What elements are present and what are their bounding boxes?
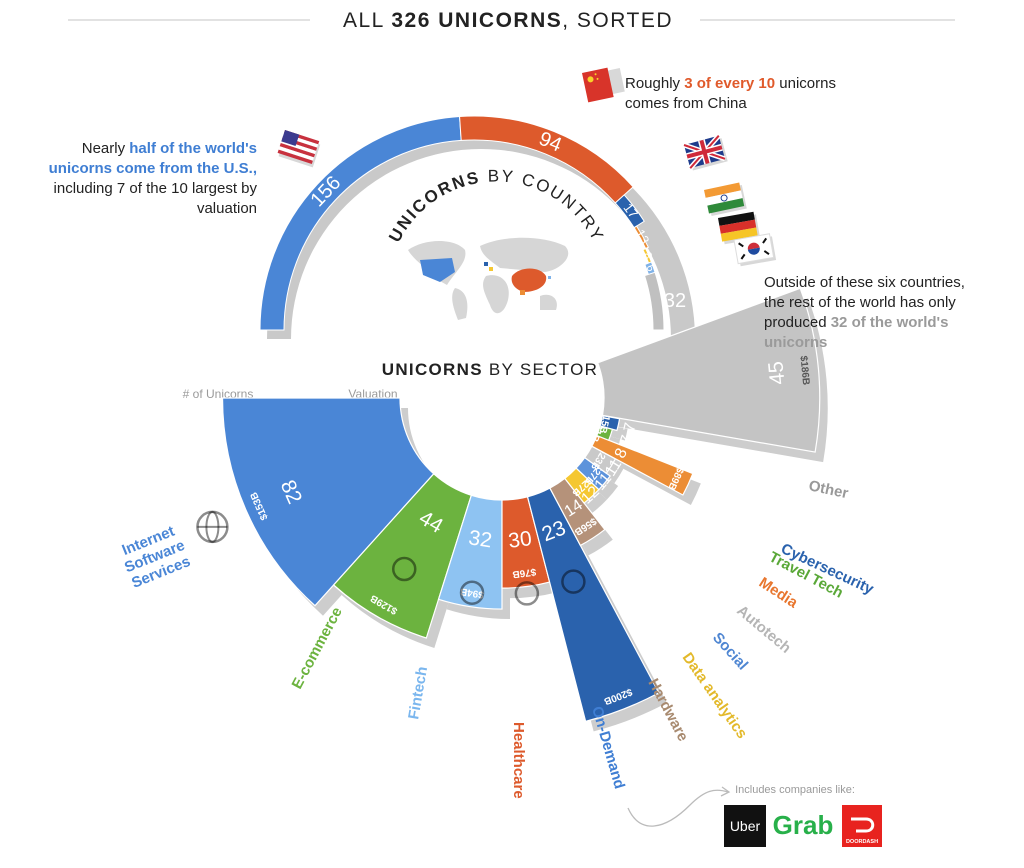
sector-count-label: 11 [602, 456, 625, 479]
country-value-label: 6 [643, 263, 656, 273]
svg-text:Media: Media [756, 574, 801, 612]
sector-bar-internet-software-services [221, 397, 435, 607]
sector-bar-travel-tech [596, 425, 614, 442]
sector-bar-autotech [583, 445, 617, 475]
uber-logo-text: Uber [730, 818, 761, 834]
sector-label-social: Social [709, 629, 751, 673]
sector-label-other: Other [807, 477, 850, 502]
sector-label-media: Media [756, 574, 801, 612]
credit-card-icon [459, 580, 485, 605]
medical-cross-icon [514, 581, 540, 606]
sector-label-autotech: Autotech [733, 602, 794, 657]
china-annotation: Roughly 3 of every 10 unicorns comes fro… [625, 75, 836, 112]
svg-text:Autotech: Autotech [733, 602, 794, 657]
country-value-label: 32 [664, 290, 686, 312]
svg-text:InternetSoftwareServices: InternetSoftwareServices [116, 521, 194, 592]
sector-count-label: 7 [621, 421, 640, 434]
sector-label-e-commerce: E-commerce [289, 604, 346, 691]
us-annotation: Nearly half of the world's unicorns come… [48, 140, 257, 217]
header: ALL 326 UNICORNS, SORTED [68, 9, 955, 32]
country-segment-rest-of-world [643, 271, 665, 331]
sector-bar-other [596, 287, 821, 453]
sector-count-label: 45 [764, 360, 789, 385]
us-flag-icon [277, 130, 321, 168]
south-korea-flag-icon [733, 233, 777, 267]
shopping-cart-icon [391, 556, 417, 582]
callout-arrow [627, 789, 729, 827]
sector-label-healthcare: Healthcare [510, 722, 527, 799]
country-value-label: 17 [620, 200, 641, 221]
sector-chart: 82$153B44$129B32$94B30$76B23$200B14$56B1… [196, 287, 828, 732]
sector-bar-cybersecurity [599, 415, 621, 432]
sector-bar-media [591, 434, 694, 496]
sector-valuation-label: $186B [798, 355, 812, 385]
sector-bar-e-commerce [332, 472, 473, 639]
world-map-icon [408, 237, 569, 320]
sector-bar-fintech [437, 494, 503, 610]
uk-flag-icon [683, 134, 728, 171]
country-value-label: 13 [632, 227, 652, 247]
svg-text:Other: Other [807, 477, 850, 502]
company-logos: Includes companies like: Uber Grab DOORD… [627, 784, 882, 847]
svg-text:Fintech: Fintech [405, 665, 431, 720]
doordash-logo-text: DOORDASH [846, 839, 878, 845]
svg-text:E-commerce: E-commerce [289, 604, 346, 691]
sector-count-label: 30 [507, 527, 533, 553]
sector-bar-hardware [549, 477, 606, 547]
rest-annotation: Outside of these six countries, the rest… [764, 274, 965, 351]
sector-valuation-label: $94B [459, 585, 484, 600]
grab-logo: Grab [773, 810, 834, 840]
page-title: ALL 326 UNICORNS, SORTED [343, 9, 673, 32]
svg-text:Social: Social [709, 629, 751, 673]
flags [277, 67, 777, 267]
sector-bar-on-demand [526, 487, 660, 723]
sector-label-internet-software-services: InternetSoftwareServices [116, 521, 194, 592]
sector-bar-data-analytics [563, 467, 600, 504]
sector-bar-social [575, 456, 611, 491]
svg-text:Healthcare: Healthcare [510, 722, 527, 799]
thumbs-up-icon [561, 569, 586, 594]
sector-label-fintech: Fintech [405, 665, 431, 720]
logos-caption: Includes companies like: [735, 784, 855, 796]
doordash-logo [842, 805, 882, 847]
sector-valuation-label: $76B [512, 566, 537, 580]
uber-logo [724, 805, 766, 847]
country-center: UNICORNS BY COUNTRY [385, 166, 608, 320]
sector-count-label: 32 [467, 526, 494, 552]
sector-bar-healthcare [501, 496, 551, 589]
country-chart-title: UNICORNS BY COUNTRY [385, 166, 608, 245]
country-value-label: 8 [641, 251, 654, 261]
india-flag-icon [704, 182, 747, 216]
sector-chart-title: UNICORNS BY SECTOR [382, 360, 598, 379]
china-flag-icon [582, 67, 625, 103]
globe-icon [196, 510, 229, 544]
